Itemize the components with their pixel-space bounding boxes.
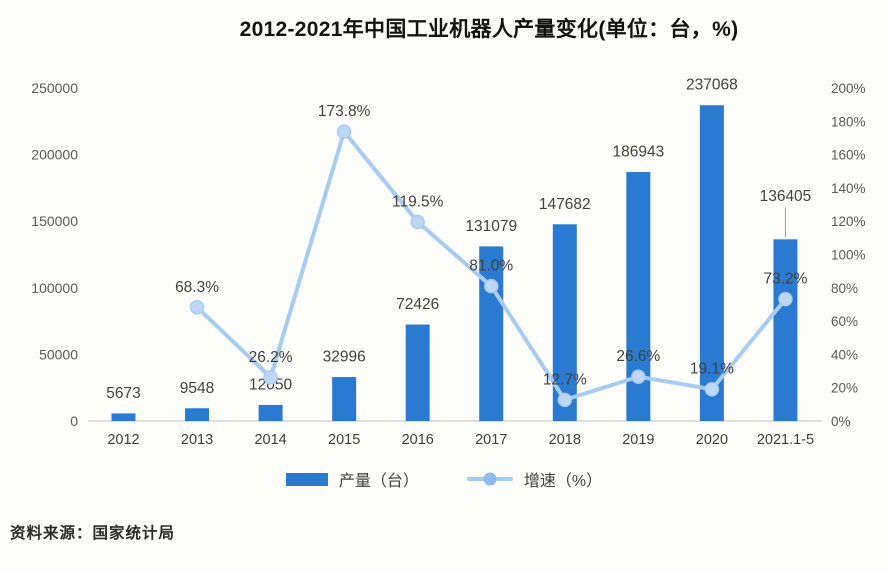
bar-2017 (479, 246, 504, 421)
x-axis-label-2015: 2015 (328, 432, 360, 448)
growth-value-label: 73.2% (763, 271, 807, 288)
chart-title: 2012-2021年中国工业机器人产量变化(单位：台，%) (239, 18, 739, 41)
left-axis-tick: 50000 (39, 346, 78, 362)
legend-label-production: 产量（台） (338, 473, 419, 490)
left-axis-tick: 150000 (31, 213, 78, 229)
legend: 产量（台） 增速（%） (0, 467, 888, 491)
line-point-2021.1-5 (778, 291, 793, 307)
right-axis-tick: 180% (831, 114, 866, 129)
right-axis-tick: 140% (831, 181, 866, 196)
x-axis-label-2018: 2018 (549, 432, 581, 448)
bar-value-label: 136405 (760, 188, 812, 205)
right-axis-tick: 200% (831, 81, 866, 96)
x-axis-label-2014: 2014 (254, 432, 286, 448)
x-axis-label-2021.1-5: 2021.1-5 (757, 432, 814, 448)
legend-item-growth[interactable]: 增速（%） (466, 467, 603, 491)
bar-value-label: 5673 (106, 385, 140, 402)
right-axis-tick: 120% (831, 214, 866, 229)
right-axis-tick: 80% (831, 281, 858, 296)
line-swatch-icon (466, 472, 513, 486)
right-axis-tick: 20% (831, 381, 858, 396)
growth-value-label: 26.6% (616, 348, 660, 365)
bar-2014 (258, 404, 283, 421)
line-point-2013 (189, 300, 205, 315)
bar-2012 (111, 413, 136, 421)
right-axis-tick: 160% (831, 148, 866, 163)
line-point-2019 (631, 369, 646, 384)
x-axis-label-2013: 2013 (181, 432, 213, 448)
line-marker-icon (483, 472, 497, 486)
bar-2015 (332, 377, 357, 421)
left-axis-tick: 100000 (31, 280, 78, 296)
bar-value-label: 12050 (249, 376, 292, 393)
line-point-2014 (263, 370, 278, 385)
growth-value-label: 173.8% (318, 103, 371, 120)
source-note: 资料来源：国家统计局 (10, 525, 176, 542)
left-axis-tick: 0 (70, 413, 78, 429)
x-axis-label-2019: 2019 (622, 432, 654, 448)
legend-item-production[interactable]: 产量（台） (285, 467, 419, 491)
growth-value-label: 19.1% (690, 361, 734, 378)
x-axis-label-2020: 2020 (696, 432, 728, 448)
bar-value-label: 72426 (396, 296, 439, 313)
bar-2013 (185, 408, 210, 421)
right-axis-tick: 60% (831, 314, 858, 329)
growth-value-label: 12.7% (543, 371, 587, 388)
growth-value-label: 81.0% (469, 258, 513, 275)
right-axis-tick: 100% (831, 248, 866, 263)
bar-value-label: 147682 (539, 196, 591, 213)
bar-value-label: 237068 (686, 77, 738, 94)
x-axis-label-2012: 2012 (107, 432, 139, 448)
line-point-2020 (704, 381, 720, 397)
bar-value-label: 186943 (612, 143, 664, 160)
x-axis-label-2017: 2017 (475, 432, 507, 448)
bar-swatch-icon (285, 472, 328, 486)
legend-label-growth: 增速（%） (523, 473, 603, 490)
bar-value-label: 131079 (465, 218, 517, 235)
growth-value-label: 26.2% (249, 349, 293, 366)
growth-value-label: 68.3% (175, 279, 219, 296)
right-axis-tick: 0% (831, 414, 851, 429)
bar-2016 (405, 324, 430, 421)
right-axis-tick: 40% (831, 347, 858, 362)
x-axis-label-2016: 2016 (402, 432, 434, 448)
left-axis-tick: 200000 (31, 147, 78, 163)
bar-2021.1-5 (773, 239, 798, 421)
bar-value-label: 32996 (323, 349, 366, 366)
growth-value-label: 119.5% (392, 194, 444, 211)
line-point-2016 (410, 214, 425, 230)
line-point-2018 (557, 392, 573, 408)
line-point-2017 (484, 278, 499, 294)
bar-2018 (552, 224, 577, 421)
left-axis-tick: 250000 (31, 80, 78, 96)
line-point-2015 (336, 124, 352, 139)
bar-2020 (699, 105, 724, 421)
bar-value-label: 9548 (180, 380, 214, 397)
